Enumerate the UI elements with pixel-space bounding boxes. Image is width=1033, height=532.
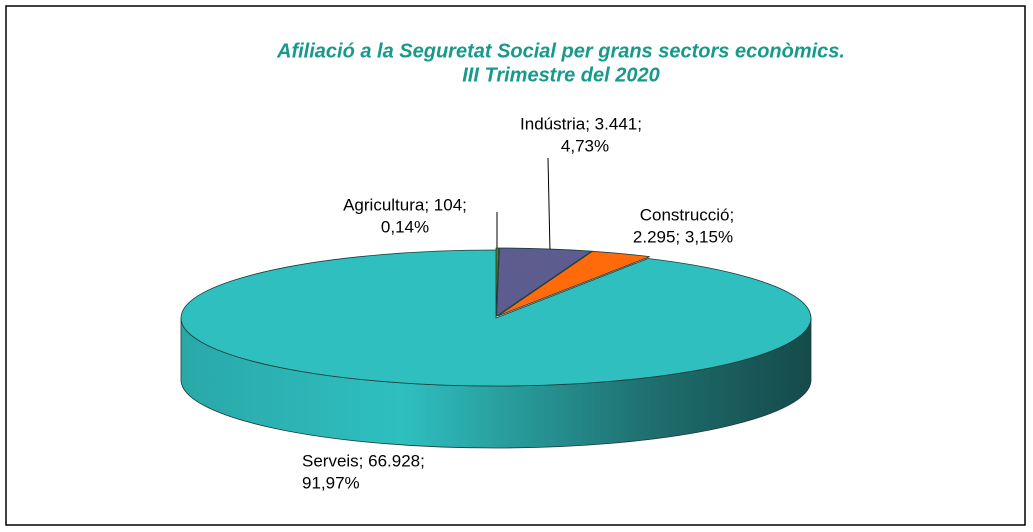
data-label: Agricultura; 104; bbox=[343, 195, 467, 214]
data-label: 2.295; 3,15% bbox=[633, 227, 733, 246]
chart-title: III Trimestre del 2020 bbox=[462, 64, 660, 86]
data-label: Indústria; 3.441; bbox=[520, 114, 642, 133]
data-label: Construcció; bbox=[640, 205, 734, 224]
chart-title: Afiliació a la Seguretat Social per gran… bbox=[276, 40, 845, 62]
pie-slice bbox=[496, 247, 593, 317]
data-label: 4,73% bbox=[561, 136, 609, 155]
data-label: 0,14% bbox=[381, 217, 429, 236]
chart-border bbox=[5, 5, 1026, 526]
data-label: 91,97% bbox=[302, 473, 360, 492]
data-label: Serveis; 66.928; bbox=[302, 451, 425, 470]
leader-line bbox=[547, 157, 551, 253]
pie-slice bbox=[497, 250, 650, 317]
pie-slice bbox=[180, 249, 812, 387]
pie-slice bbox=[495, 247, 500, 317]
